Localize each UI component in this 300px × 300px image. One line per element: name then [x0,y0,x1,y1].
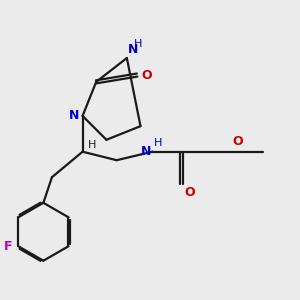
Text: H: H [134,40,143,50]
Text: O: O [141,68,152,82]
Text: O: O [184,186,195,199]
Text: N: N [141,145,152,158]
Text: F: F [4,240,12,253]
Text: N: N [69,109,79,122]
Text: H: H [154,138,163,148]
Text: N: N [128,43,138,56]
Text: H: H [88,140,96,150]
Text: O: O [232,135,243,148]
